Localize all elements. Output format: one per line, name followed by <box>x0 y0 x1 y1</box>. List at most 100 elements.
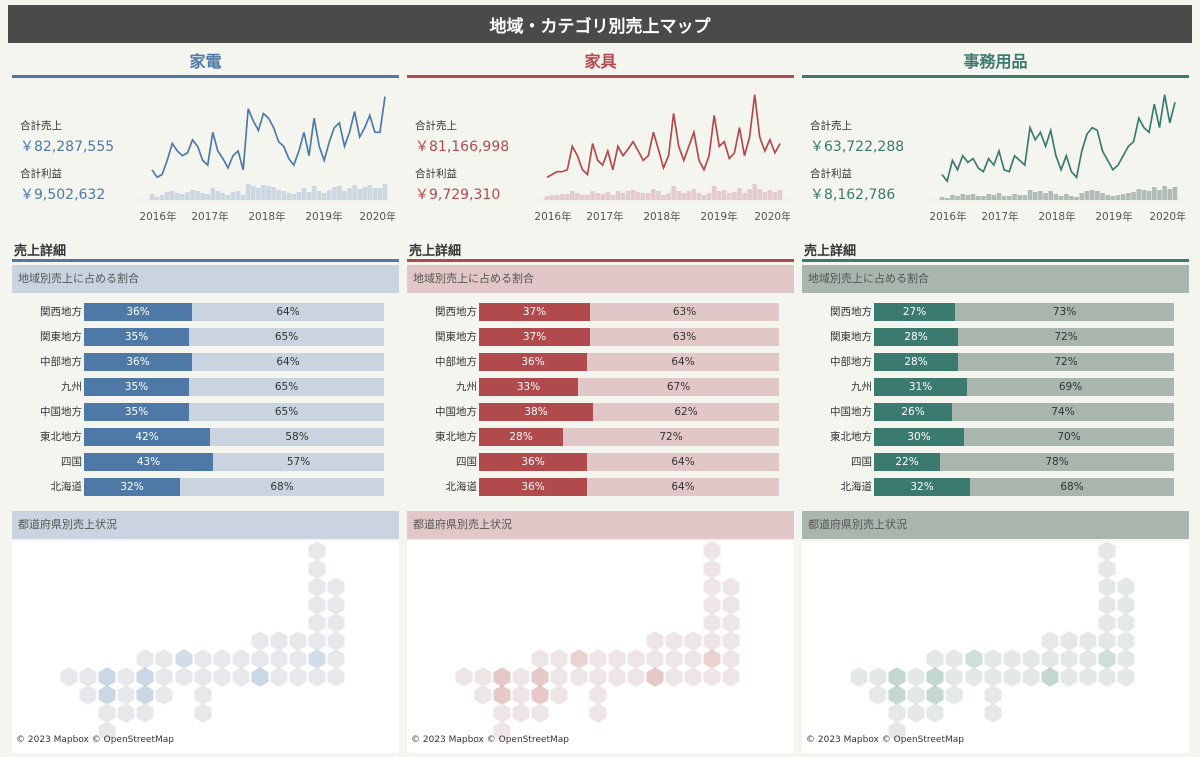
share-subtitle: 地域別売上に占める割合 <box>407 265 794 293</box>
profit-bar <box>169 191 175 200</box>
region-label: 東北地方 <box>830 431 872 443</box>
region-label: 関西地方 <box>830 306 872 318</box>
profit-bar <box>777 190 783 200</box>
profit-bar <box>752 184 757 200</box>
region-remainder-bar: 72% <box>563 428 779 446</box>
profit-bar <box>939 197 945 200</box>
profit-bar <box>620 193 626 200</box>
total-profit-label: 合計利益 <box>20 168 62 180</box>
prefecture-hex <box>965 667 983 687</box>
prefecture-hex <box>155 667 173 687</box>
prefecture-hex <box>531 703 549 723</box>
region-label: 東北地方 <box>40 431 82 443</box>
x-tick-label: 2018年 <box>248 210 285 223</box>
region-label: 中国地方 <box>40 406 82 418</box>
region-bar-track: 28% 72% <box>874 328 1174 346</box>
profit-bar <box>332 187 337 200</box>
profit-bar <box>975 196 981 200</box>
profit-bar <box>757 189 763 200</box>
profit-bar <box>205 194 211 200</box>
prefecture-hex <box>232 667 250 687</box>
total-profit-value: ￥8,162,786 <box>810 187 896 203</box>
profit-bar <box>944 198 950 200</box>
region-label: 中国地方 <box>830 406 872 418</box>
profit-bar <box>372 188 378 200</box>
prefecture-hex-map[interactable]: © 2023 Mapbox © OpenStreetMap <box>802 541 1189 753</box>
region-row: 関東地方 37% 63% <box>407 328 794 346</box>
profit-bar <box>230 192 236 200</box>
prefecture-hex-map[interactable]: © 2023 Mapbox © OpenStreetMap <box>12 541 399 753</box>
region-label: 中部地方 <box>830 356 872 368</box>
prefecture-hex <box>589 667 607 687</box>
profit-bar <box>1115 195 1121 200</box>
prefecture-hex <box>627 667 645 687</box>
profit-bar <box>991 195 997 200</box>
region-share-bar: 35% <box>84 328 189 346</box>
region-share-bar: 28% <box>874 328 958 346</box>
prefecture-hex <box>646 667 664 687</box>
prefecture-hex <box>308 559 326 579</box>
prefecture-hex <box>722 667 740 687</box>
prefecture-hex <box>493 685 511 705</box>
prefecture-hex <box>869 667 887 687</box>
profit-bar <box>762 192 768 200</box>
prefecture-hex <box>589 703 607 723</box>
region-bar-track: 42% 58% <box>84 428 384 446</box>
prefecture-subtitle: 都道府県別売上状況 <box>12 511 399 539</box>
region-bar-track: 32% 68% <box>84 478 384 496</box>
profit-bar <box>727 193 732 200</box>
region-label: 四国 <box>851 456 872 468</box>
profit-bar <box>625 191 631 200</box>
profit-bar <box>286 193 292 200</box>
prefecture-hex <box>907 667 925 687</box>
prefecture-hex <box>474 685 492 705</box>
prefecture-hex <box>455 667 473 687</box>
prefecture-hex <box>531 685 549 705</box>
detail-section-title: 売上詳細 <box>802 240 1189 262</box>
hex-map-svg <box>850 541 1135 741</box>
profit-bar <box>154 197 160 200</box>
prefecture-hex <box>665 631 683 651</box>
region-row: 中国地方 26% 74% <box>802 403 1189 421</box>
profit-bar <box>595 193 600 200</box>
region-share-bar: 36% <box>479 353 587 371</box>
prefecture-hex <box>289 631 307 651</box>
region-label: 関東地方 <box>435 331 477 343</box>
profit-bar <box>220 193 226 200</box>
sales-trend-chart: 2016年 2017年 2018年 2019年 2020年 <box>930 94 1185 223</box>
region-label: 四国 <box>456 456 477 468</box>
region-remainder-bar: 65% <box>189 403 384 421</box>
region-bar-track: 35% 65% <box>84 403 384 421</box>
profit-bar <box>215 191 221 200</box>
total-profit-value: ￥9,729,310 <box>415 187 501 203</box>
region-remainder-bar: 72% <box>958 353 1174 371</box>
profit-bar <box>706 193 712 200</box>
profit-bar <box>630 190 636 200</box>
region-remainder-bar: 69% <box>967 378 1174 396</box>
region-share-bar: 36% <box>479 478 587 496</box>
region-bar-track: 26% 74% <box>874 403 1174 421</box>
profit-bar <box>767 190 773 200</box>
prefecture-hex <box>289 649 307 669</box>
prefecture-hex <box>570 649 588 669</box>
prefecture-hex <box>117 703 135 723</box>
prefecture-hex <box>703 649 721 669</box>
prefecture-hex <box>1098 541 1116 561</box>
region-row: 北海道 32% 68% <box>802 478 1189 496</box>
profit-bar <box>605 192 611 200</box>
region-bar-track: 37% 63% <box>479 303 779 321</box>
region-label: 北海道 <box>840 481 873 493</box>
prefecture-hex <box>589 649 607 669</box>
prefecture-hex <box>308 595 326 615</box>
prefecture-hex <box>474 667 492 687</box>
region-remainder-bar: 65% <box>189 378 384 396</box>
profit-bar <box>615 191 621 200</box>
prefecture-hex <box>1079 667 1097 687</box>
category-title: 家具 <box>407 48 794 78</box>
prefecture-hex <box>1060 631 1078 651</box>
profit-bar <box>245 184 251 200</box>
profit-bar <box>570 191 575 200</box>
prefecture-hex <box>722 613 740 633</box>
prefecture-hex-map[interactable]: © 2023 Mapbox © OpenStreetMap <box>407 541 794 753</box>
prefecture-subtitle: 都道府県別売上状況 <box>407 511 794 539</box>
